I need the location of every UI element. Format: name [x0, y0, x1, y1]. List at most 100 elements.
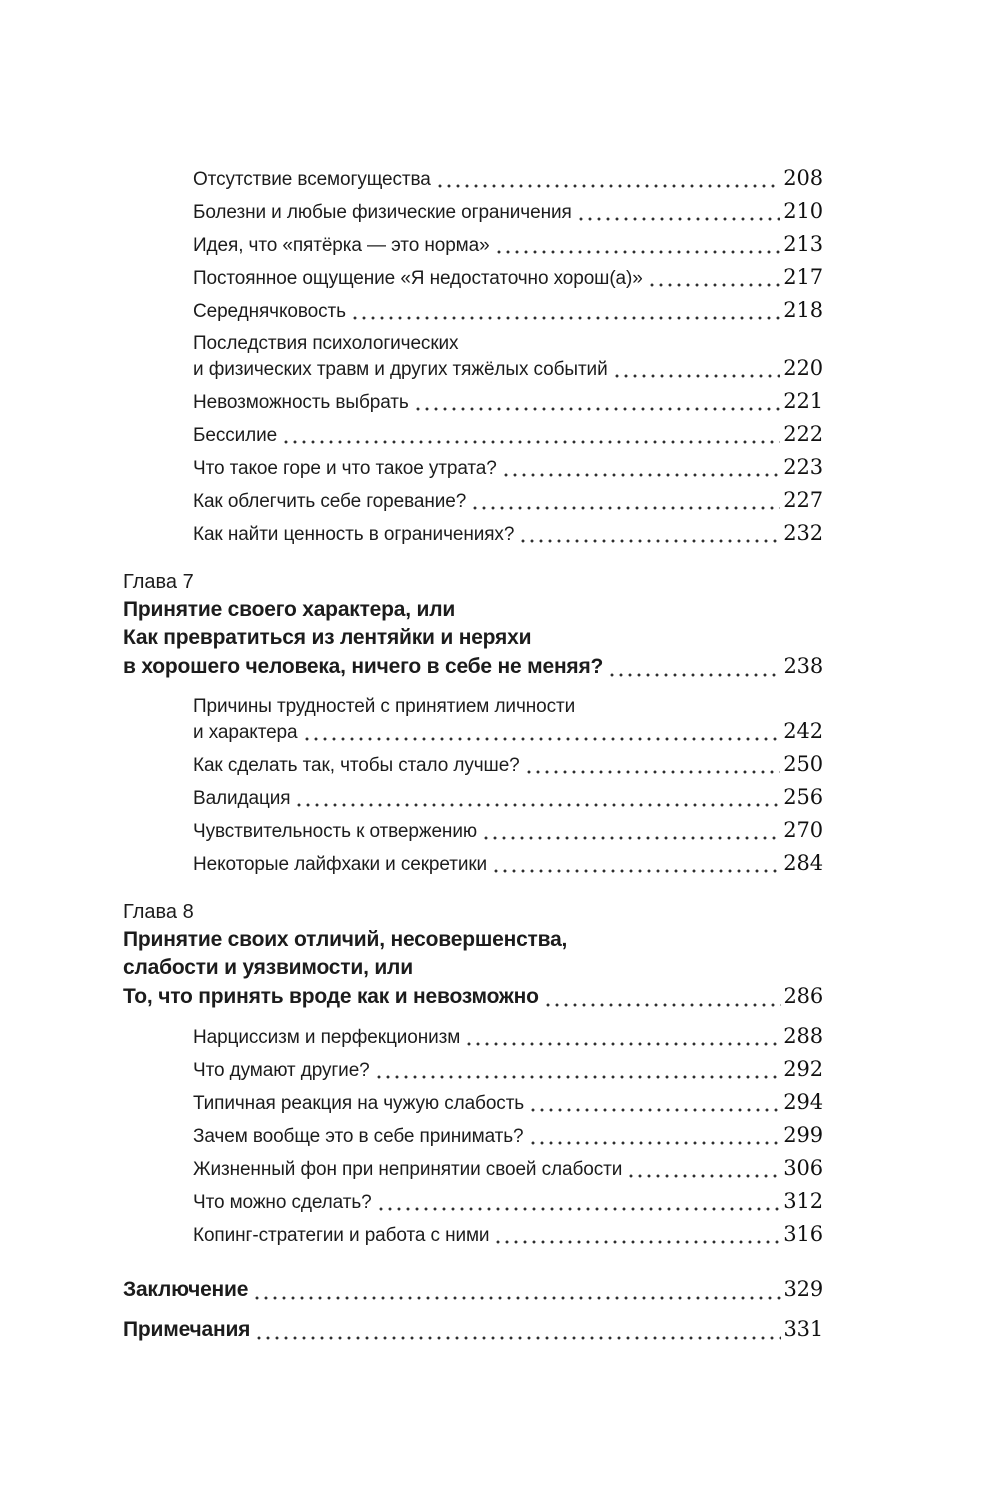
toc-entry-text: и характера	[193, 722, 298, 743]
toc-entry-text: Некоторые лайфхаки и секретики	[193, 854, 488, 875]
toc-entry: Постоянное ощущение «Я недостаточно хоро…	[193, 265, 823, 291]
toc-entry-row: Невозможность выбрать 221	[193, 389, 823, 415]
page-number: 316	[783, 1222, 823, 1246]
toc-entry-text: Как сделать так, чтобы стало лучше?	[193, 755, 520, 776]
dot-leader	[467, 1042, 781, 1046]
page-number: 284	[783, 851, 823, 875]
toc-entry-row: Чувствительность к отвержению 270	[193, 818, 823, 844]
page-number: 270	[783, 818, 823, 842]
toc-entry: Как найти ценность в ограничениях? 232	[193, 521, 823, 547]
toc-entry: Что можно сделать? 312	[193, 1189, 823, 1215]
toc-entry-row: Середнячковость 218	[193, 298, 823, 324]
chapter-label: Глава 8	[123, 901, 194, 923]
toc-entry: Типичная реакция на чужую слабость 294	[193, 1090, 823, 1116]
page-number: 250	[783, 752, 823, 776]
toc-entry-row: Валидация 256	[193, 785, 823, 811]
dot-leader	[257, 1336, 781, 1340]
toc-entry-row: Постоянное ощущение «Я недостаточно хоро…	[193, 265, 823, 291]
toc-entry-text: Невозможность выбрать	[193, 392, 409, 413]
page-number: 223	[783, 455, 823, 479]
toc-entry-row: Типичная реакция на чужую слабость 294	[193, 1090, 823, 1116]
chapter-heading: Глава 7 Принятие своего характера, или Как…	[123, 568, 823, 681]
dot-leader	[304, 737, 781, 741]
toc-entry: Идея, что «пятёрка — это норма» 213	[193, 232, 823, 258]
dot-leader	[484, 836, 781, 840]
toc-entry-text: Как найти ценность в ограничениях?	[193, 524, 515, 545]
toc-entry-line: Причины трудностей с принятием личности	[193, 696, 576, 717]
toc-entry-row: и физических травм и других тяжёлых собы…	[193, 356, 823, 382]
entries-block: Заключение 329 Примечания 331	[123, 1276, 823, 1344]
page-number: 232	[783, 521, 823, 545]
toc-entry-text: Как облегчить себе горевание?	[193, 491, 467, 512]
chapter-title-line: Принятие своих отличий, несовершенства,	[123, 928, 568, 951]
toc-entry-row: Некоторые лайфхаки и секретики 284	[193, 851, 823, 877]
dot-leader	[376, 1075, 781, 1079]
dot-leader	[378, 1207, 781, 1211]
dot-leader	[415, 407, 781, 411]
toc-entry-text: Постоянное ощущение «Я недостаточно хоро…	[193, 268, 643, 289]
toc-entry-text: Примечания	[123, 1318, 251, 1341]
dot-leader	[610, 673, 781, 677]
toc-entry-row: Что думают другие? 292	[193, 1057, 823, 1083]
dot-leader	[614, 374, 781, 378]
toc-entry: Бессилие 222	[193, 422, 823, 448]
toc-entry-text: Чувствительность к отвержению	[193, 821, 477, 842]
dot-leader	[578, 217, 781, 221]
dot-leader	[526, 770, 781, 774]
toc-entry: Чувствительность к отвержению 270	[193, 818, 823, 844]
toc-entry: Болезни и любые физические ограничения 21…	[193, 199, 823, 225]
page-number: 242	[783, 719, 823, 743]
toc-entry-row: Как найти ценность в ограничениях? 232	[193, 521, 823, 547]
page-number: 299	[783, 1123, 823, 1147]
toc-entry: Нарциссизм и перфекционизм 288	[193, 1024, 823, 1050]
dot-leader	[521, 539, 781, 543]
toc-entry-row: Болезни и любые физические ограничения 21…	[193, 199, 823, 225]
page-number: 220	[783, 356, 823, 380]
toc-entry-text: Жизненный фон при непринятии своей слабо…	[193, 1159, 623, 1180]
toc-entry-row: Что такое горе и что такое утрата? 223	[193, 455, 823, 481]
chapter-title-row: То, что принять вроде как и невозможно 28…	[123, 982, 823, 1011]
table-of-contents: Отсутствие всемогущества 208 Болезни и люб…	[123, 166, 823, 1344]
toc-entry-row: Примечания 331	[123, 1316, 823, 1344]
dot-leader	[494, 869, 781, 873]
page-number: 218	[783, 298, 823, 322]
toc-entry-text: Бессилие	[193, 425, 278, 446]
toc-entry-row: Как облегчить себе горевание? 227	[193, 488, 823, 514]
toc-entry-text: Что думают другие?	[193, 1060, 370, 1081]
toc-entry-row: Что можно сделать? 312	[193, 1189, 823, 1215]
toc-entry-text: Зачем вообще это в себе принимать?	[193, 1126, 524, 1147]
chapter-title-line: Принятие своего характера, или	[123, 598, 456, 621]
toc-entry: Как сделать так, чтобы стало лучше? 250	[193, 752, 823, 778]
dot-leader	[545, 1003, 781, 1007]
page-number: 306	[783, 1156, 823, 1180]
dot-leader	[503, 473, 781, 477]
dot-leader	[284, 440, 781, 444]
entries-block: Причины трудностей с принятием личности и…	[123, 694, 823, 877]
toc-entry-text: Валидация	[193, 788, 291, 809]
page-number: 208	[783, 166, 823, 190]
chapter-title-line: Как превратиться из лентяйки и неряхи	[123, 626, 532, 649]
entries-block: Нарциссизм и перфекционизм 288 Что думают …	[123, 1024, 823, 1248]
page-number: 238	[783, 654, 824, 678]
toc-entry: Заключение 329	[123, 1276, 823, 1304]
chapter-title-text: То, что принять вроде как и невозможно	[123, 985, 539, 1008]
toc-entry: Причины трудностей с принятием личности и…	[193, 694, 823, 745]
page-number: 329	[783, 1277, 824, 1301]
page-number: 331	[783, 1317, 824, 1341]
page-number: 210	[783, 199, 823, 223]
dot-leader	[496, 250, 781, 254]
toc-entry-text: Болезни и любые физические ограничения	[193, 202, 572, 223]
dot-leader	[496, 1240, 781, 1244]
toc-entry: Что думают другие? 292	[193, 1057, 823, 1083]
toc-entry-row: Отсутствие всемогущества 208	[193, 166, 823, 192]
toc-entry-row: Копинг-стратегии и работа с ними 316	[193, 1222, 823, 1248]
toc-entry-text: Копинг-стратегии и работа с ними	[193, 1225, 490, 1246]
toc-entry-line: Последствия психологических	[193, 333, 459, 354]
dot-leader	[297, 803, 781, 807]
dot-leader	[531, 1108, 781, 1112]
toc-entry-row: Как сделать так, чтобы стало лучше? 250	[193, 752, 823, 778]
chapter-title-row: в хорошего человека, ничего в себе не ме…	[123, 652, 823, 681]
page-number: 217	[783, 265, 823, 289]
toc-entry: Что такое горе и что такое утрата? 223	[193, 455, 823, 481]
toc-entry-row: Бессилие 222	[193, 422, 823, 448]
